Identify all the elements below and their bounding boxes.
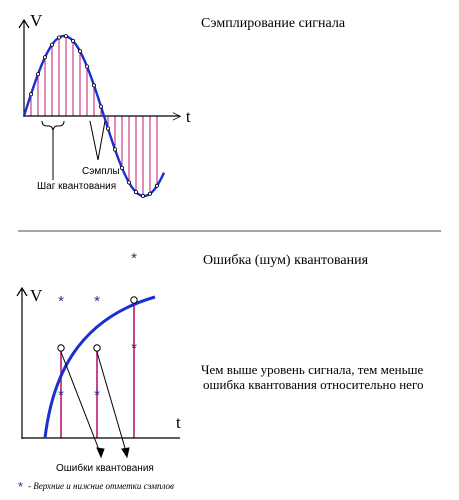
sample-point xyxy=(43,55,48,60)
sample-point xyxy=(120,165,125,170)
sample-point xyxy=(113,147,118,152)
sample-circles xyxy=(57,296,138,352)
top-title: Сэмплирование сигнала xyxy=(201,16,346,31)
top-v-arrow xyxy=(18,18,30,29)
sample-point xyxy=(99,104,104,109)
level-mark: * xyxy=(58,387,64,404)
signal-curve-bottom xyxy=(43,295,156,439)
sample-point xyxy=(140,193,145,198)
sample-point xyxy=(71,38,76,43)
bottom-axis-t-label: t xyxy=(176,413,181,432)
level-mark: * xyxy=(131,250,137,267)
bottom-title: Ошибка (шум) квантования xyxy=(203,253,369,268)
sample-stems-bottom xyxy=(60,302,135,438)
sample-point xyxy=(57,35,62,40)
sample-point xyxy=(50,42,55,47)
sample-point xyxy=(92,83,97,88)
sample-stems xyxy=(30,36,158,196)
level-mark: * xyxy=(94,293,100,310)
level-marks: * * * * * * xyxy=(58,250,137,404)
top-axis-v-label: V xyxy=(30,11,43,30)
legend-marker: * xyxy=(18,479,23,494)
quantization-step-brace xyxy=(41,120,65,131)
legend-text: - Верхние и нижние отметки сэмплов xyxy=(28,481,174,491)
sample-point xyxy=(154,183,159,188)
sample-point xyxy=(78,49,83,54)
level-mark: * xyxy=(58,293,64,310)
quantization-errors-label: Ошибки квантования xyxy=(56,462,154,474)
sample-point xyxy=(133,190,138,195)
level-mark: * xyxy=(131,340,137,357)
description-line-2: ошибка квантования относительно него xyxy=(203,377,423,392)
bottom-v-arrow xyxy=(16,286,28,297)
sample-point xyxy=(64,34,69,39)
sample-point xyxy=(28,92,33,97)
sample-point xyxy=(36,72,41,77)
sample-point xyxy=(147,191,152,196)
error-pointers xyxy=(60,351,130,459)
level-mark: * xyxy=(94,387,100,404)
sample-point xyxy=(85,64,90,69)
sample-points xyxy=(28,34,159,198)
quantization-error-diagram: Ошибка (шум) квантования * xyxy=(16,250,424,494)
sample-point xyxy=(127,180,132,185)
samples-label: Сэмплы xyxy=(82,166,120,177)
sample-point xyxy=(106,126,111,131)
bottom-axis-v-label: V xyxy=(30,286,43,305)
top-axis-t-label: > t xyxy=(172,107,191,126)
quantization-step-label: Шаг квантования xyxy=(37,181,116,192)
samples-pointer xyxy=(89,120,106,161)
description-line-1: Чем выше уровень сигнала, тем меньше xyxy=(201,362,424,377)
sampling-diagram: V > t Сэмплирование сигнала Сэмплы Шаг к… xyxy=(18,11,346,198)
